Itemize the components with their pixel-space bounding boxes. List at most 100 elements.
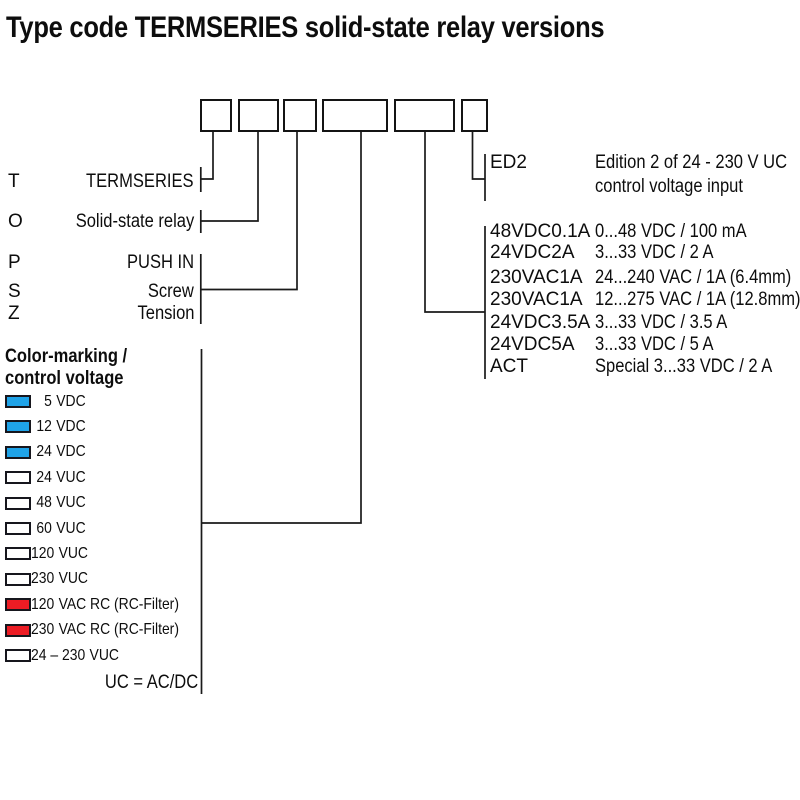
color-legend-label: 24 VDC bbox=[31, 443, 86, 461]
variant-code: 230VAC1A bbox=[490, 267, 583, 288]
voltage-unit: VDC bbox=[56, 443, 86, 461]
voltage-number: 12 bbox=[36, 417, 52, 435]
type-code-box-4 bbox=[322, 99, 388, 132]
variant-description: control voltage input bbox=[595, 177, 765, 196]
variant-description-line1: Edition 2 of 24 - 230 V UC bbox=[595, 152, 788, 173]
color-legend-item: 24 VUC bbox=[5, 469, 94, 487]
voltage-unit: VUC bbox=[58, 570, 88, 588]
color-legend-label: 12 VDC bbox=[31, 417, 86, 436]
code-letter-label: TERMSERIES bbox=[86, 171, 194, 192]
color-swatch-red bbox=[5, 598, 31, 612]
color-legend-item: 24 – 230 VUC bbox=[5, 647, 132, 665]
variant-code: 24VDC2A bbox=[490, 242, 575, 263]
voltage-unit: VUC bbox=[89, 646, 119, 664]
variant-description: Edition 2 of 24 - 230 V UC bbox=[595, 153, 800, 172]
color-legend-label: 60 VUC bbox=[31, 519, 86, 538]
type-code-box-6 bbox=[461, 99, 488, 132]
voltage-unit: VAC RC (RC-Filter) bbox=[58, 595, 179, 613]
color-swatch-white bbox=[5, 649, 31, 662]
color-legend-item: 5 VDC bbox=[5, 393, 94, 411]
code-letter-label: Tension bbox=[137, 303, 194, 324]
voltage-number: 24 – 230 bbox=[31, 646, 86, 664]
color-legend-item: 60 VUC bbox=[5, 520, 94, 538]
color-legend-label: 120 VAC RC (RC-Filter) bbox=[31, 596, 179, 614]
code-letter-label: Solid-state relay bbox=[75, 211, 194, 232]
voltage-number: 5 bbox=[44, 392, 52, 410]
color-legend-item: 120 VAC RC (RC-Filter) bbox=[5, 596, 201, 614]
color-swatch-blue bbox=[5, 445, 31, 459]
color-swatch-white bbox=[5, 471, 31, 485]
variant-description: 3...33 VDC / 2 A bbox=[595, 242, 714, 263]
voltage-number: 120 bbox=[31, 595, 55, 613]
voltage-unit: VUC bbox=[56, 468, 86, 486]
variant-code: 48VDC0.1A bbox=[490, 221, 591, 242]
code-letter-label: Screw bbox=[148, 281, 194, 302]
color-legend-heading: control voltage bbox=[5, 368, 124, 389]
variant-description: 3...33 VDC / 5 A bbox=[595, 334, 714, 355]
connector-box5-line bbox=[424, 131, 486, 379]
color-legend-item: 230 VUC bbox=[5, 570, 96, 588]
variant-description: 12...275 VAC / 1A (12.8mm) bbox=[595, 289, 800, 310]
color-legend-item: 24 VDC bbox=[5, 443, 94, 461]
code-letter: O bbox=[8, 211, 23, 232]
connector-box4-line bbox=[200, 131, 362, 694]
voltage-unit: VDC bbox=[56, 417, 86, 435]
voltage-number: 48 bbox=[36, 494, 52, 512]
color-legend-label: 230 VUC bbox=[31, 570, 88, 588]
variant-code: 24VDC3.5A bbox=[490, 312, 591, 333]
type-code-box-1 bbox=[200, 99, 232, 132]
variant-description: 0...48 VDC / 100 mA bbox=[595, 221, 747, 242]
variant-description: 24...240 VAC / 1A (6.4mm) bbox=[595, 267, 792, 288]
color-legend-label: 48 VUC bbox=[31, 494, 86, 512]
type-code-box-2 bbox=[238, 99, 279, 132]
uc-footnote: UC = AC/DC bbox=[104, 672, 198, 693]
variant-code: 24VDC5A bbox=[490, 334, 575, 355]
voltage-number: 230 bbox=[31, 570, 55, 588]
code-letter: S bbox=[8, 281, 21, 302]
color-swatch-red bbox=[5, 623, 31, 637]
color-legend-label: 24 VUC bbox=[31, 468, 86, 487]
color-swatch-blue bbox=[5, 395, 31, 408]
voltage-number: 230 bbox=[31, 621, 55, 639]
voltage-unit: VDC bbox=[56, 392, 86, 410]
variant-code: ACT bbox=[490, 356, 528, 377]
color-swatch-white bbox=[5, 547, 31, 561]
voltage-unit: VUC bbox=[56, 519, 86, 537]
code-letter: Z bbox=[8, 303, 20, 324]
voltage-number: 24 bbox=[36, 443, 52, 461]
voltage-number: 60 bbox=[36, 519, 52, 537]
voltage-unit: VUC bbox=[58, 544, 88, 562]
color-legend-label: 230 VAC RC (RC-Filter) bbox=[31, 621, 179, 639]
code-letter: P bbox=[8, 252, 21, 273]
color-swatch-blue bbox=[5, 420, 31, 434]
variant-description-line2: control voltage input bbox=[595, 176, 743, 197]
code-letter-label: PUSH IN bbox=[126, 252, 194, 273]
code-letter: T bbox=[8, 171, 20, 192]
color-swatch-white bbox=[5, 496, 31, 510]
variant-code: ED2 bbox=[490, 152, 527, 173]
variant-description: Special 3...33 VDC / 2 A bbox=[595, 356, 773, 377]
voltage-number: 24 bbox=[36, 468, 52, 486]
connector-box3-line bbox=[199, 131, 298, 324]
color-legend-heading: Color-marking / bbox=[5, 346, 128, 367]
connector-box2-line bbox=[199, 131, 259, 233]
connector-box6-line bbox=[471, 131, 486, 201]
color-legend-item: 230 VAC RC (RC-Filter) bbox=[5, 621, 201, 639]
voltage-number: 120 bbox=[31, 544, 55, 562]
variant-description: 3...33 VDC / 3.5 A bbox=[595, 312, 728, 333]
color-legend-label: 5 VDC bbox=[31, 392, 86, 411]
color-legend-item: 48 VUC bbox=[5, 494, 94, 512]
page-title: Type code TERMSERIES solid-state relay v… bbox=[6, 11, 605, 44]
color-legend-item: 120 VUC bbox=[5, 545, 96, 563]
color-swatch-white bbox=[5, 522, 31, 535]
color-legend-item: 12 VDC bbox=[5, 418, 94, 436]
type-code-box-3 bbox=[283, 99, 317, 132]
color-swatch-white bbox=[5, 572, 31, 586]
color-legend-label: 24 – 230 VUC bbox=[31, 647, 119, 665]
type-code-box-5 bbox=[394, 99, 455, 132]
connector-box1-line bbox=[199, 131, 214, 192]
voltage-unit: VUC bbox=[56, 494, 86, 512]
color-legend-label: 120 VUC bbox=[31, 545, 88, 563]
